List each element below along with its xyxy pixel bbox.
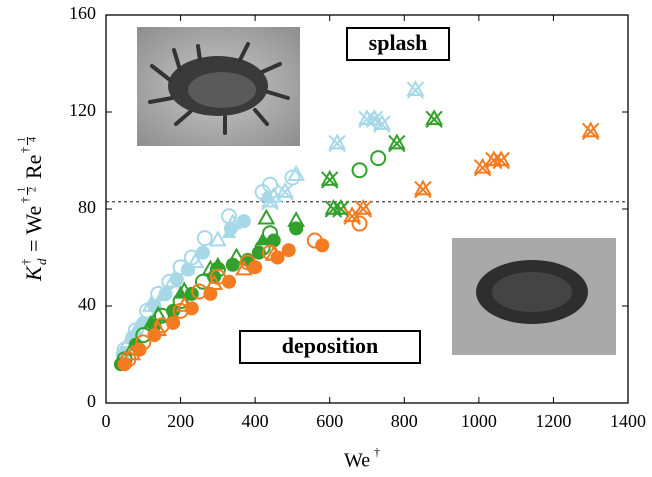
data-point xyxy=(373,114,391,133)
x-tick-label: 0 xyxy=(102,411,111,431)
y-tick-label: 40 xyxy=(78,294,96,314)
data-point xyxy=(141,295,160,312)
data-point xyxy=(128,322,144,336)
data-point xyxy=(276,181,294,201)
data-point xyxy=(227,247,246,264)
data-point xyxy=(351,215,368,232)
data-point xyxy=(154,288,170,302)
x-tick-label: 1000 xyxy=(461,411,497,431)
data-point xyxy=(414,179,432,199)
data-point xyxy=(235,259,253,276)
data-point xyxy=(222,274,237,289)
data-point xyxy=(251,245,266,260)
data-point xyxy=(175,295,194,312)
data-point xyxy=(257,208,276,225)
data-point xyxy=(117,357,132,372)
x-label-part: † xyxy=(374,445,380,459)
data-point xyxy=(266,233,281,248)
data-point xyxy=(387,133,406,153)
x-tick-label: 1200 xyxy=(535,411,571,431)
data-point xyxy=(320,169,339,189)
data-point xyxy=(223,213,242,230)
data-point xyxy=(328,133,347,153)
data-point xyxy=(221,225,237,239)
data-point xyxy=(255,232,270,246)
y-tick-label: 80 xyxy=(78,197,96,217)
data-point xyxy=(149,320,168,337)
data-point xyxy=(331,198,350,218)
x-axis-label: We † xyxy=(344,445,380,472)
y-tick-label: 120 xyxy=(69,100,96,120)
deposition-box: deposition xyxy=(239,330,421,364)
x-label-part: We xyxy=(344,450,370,472)
data-point xyxy=(195,245,210,260)
data-point xyxy=(210,256,226,270)
data-point xyxy=(225,257,240,272)
splash-box: splash xyxy=(346,27,450,61)
y-tick-label: 160 xyxy=(69,3,96,23)
y-label-part: = We xyxy=(21,206,46,252)
x-tick-label: 800 xyxy=(391,411,418,431)
y-label-part: † xyxy=(18,147,32,153)
data-point xyxy=(406,80,425,99)
data-point xyxy=(180,261,196,275)
y-label-part: † xyxy=(18,197,32,203)
data-point xyxy=(354,198,373,218)
data-point xyxy=(205,274,224,290)
plot-area xyxy=(106,80,628,372)
y-tick-label: 0 xyxy=(87,391,96,411)
x-tick-label: 1400 xyxy=(610,411,646,431)
x-tick-label: 400 xyxy=(242,411,269,431)
data-point xyxy=(236,214,251,229)
y-label-part: † xyxy=(19,259,33,265)
y-label-part: 1 xyxy=(16,137,27,142)
data-point xyxy=(281,243,296,258)
y-axis-label: K† d= We†1 2Re†1 4 xyxy=(16,137,49,282)
annotation: splash xyxy=(369,30,428,55)
data-point xyxy=(287,165,306,181)
x-tick-label: 600 xyxy=(316,411,343,431)
data-point xyxy=(287,211,306,227)
y-label-part: 2 xyxy=(27,187,38,192)
data-point xyxy=(248,260,263,275)
data-point xyxy=(581,121,600,141)
y-label-part: 4 xyxy=(27,137,38,142)
data-point xyxy=(166,315,181,330)
data-point xyxy=(208,230,227,247)
y-label-part: 1 xyxy=(16,187,27,192)
data-point xyxy=(351,162,368,179)
data-point xyxy=(425,109,444,128)
data-point xyxy=(264,245,283,261)
data-point xyxy=(365,109,384,128)
data-point xyxy=(164,271,183,288)
splash-photo xyxy=(137,27,300,146)
y-label-part: K xyxy=(21,265,46,282)
data-point xyxy=(123,344,142,361)
data-point xyxy=(315,238,330,253)
annotation: deposition xyxy=(282,333,379,358)
data-point xyxy=(203,286,218,301)
data-point xyxy=(173,285,188,299)
data-point xyxy=(259,188,274,202)
data-point xyxy=(261,191,279,211)
data-point xyxy=(186,252,205,269)
data-point xyxy=(492,150,511,170)
y-label-part: Re xyxy=(21,155,46,179)
data-point xyxy=(196,230,213,247)
y-label-part: d xyxy=(34,258,49,265)
deposition-photo xyxy=(452,238,616,355)
data-point xyxy=(270,250,285,265)
data-point xyxy=(370,150,387,167)
data-point xyxy=(289,221,304,236)
x-tick-label: 200 xyxy=(167,411,194,431)
